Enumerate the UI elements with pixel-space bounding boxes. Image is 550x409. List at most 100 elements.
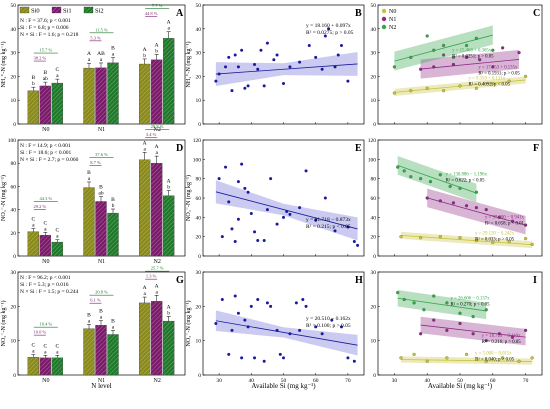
bar (39, 234, 51, 257)
data-point (442, 43, 446, 48)
data-point (399, 235, 403, 239)
y-tick-label: 20 (11, 74, 17, 80)
pct-label: 5.3 % (90, 35, 101, 40)
data-point (230, 89, 234, 93)
y-axis-label: NH₄⁺-N (mg kg⁻¹) (185, 42, 192, 88)
stats-text: N : F = 96.2; p < 0.001 (20, 275, 71, 281)
data-point (523, 223, 528, 227)
data-point (517, 359, 521, 363)
data-point (233, 240, 237, 243)
stats-text: Si : F = 6.8; p = 0.006 (20, 25, 69, 31)
data-point (314, 325, 318, 329)
sig-letter: A (167, 20, 171, 26)
regression-equation: y = 20.510 − 0.162x (306, 316, 351, 322)
legend-label: Si1 (63, 8, 72, 15)
data-point (484, 339, 488, 343)
sig-letter: a (56, 73, 59, 79)
panel-letter: A (176, 8, 184, 19)
pct-label: 10.4 % (39, 322, 52, 327)
data-point (346, 356, 350, 360)
data-point (262, 239, 266, 243)
regression-r2: R² = 0.0251; p > 0.05 (452, 53, 494, 59)
legend-label: Si2 (95, 8, 104, 15)
data-point (256, 67, 260, 71)
x-category-label: N1 (98, 259, 105, 265)
bar (139, 63, 151, 125)
sig-letter: B (31, 75, 35, 81)
regression-r2: R² = 0.622; p < 0.05 (446, 178, 486, 184)
y-tick-label: 0 (13, 122, 16, 128)
sig-letter: C (43, 220, 47, 226)
y-tick-label: 0 (373, 254, 376, 260)
y-tick-label: 30 (196, 51, 202, 57)
sig-letter: C (55, 67, 59, 73)
regression-equation: y = 91.718 − 0.873x (306, 217, 351, 223)
data-point (240, 356, 244, 360)
data-point (451, 55, 456, 59)
y-tick-label: 0 (373, 122, 376, 128)
sig-letter: A (143, 47, 147, 53)
x-category-label: N0 (42, 127, 49, 133)
x-axis-label: N level (91, 382, 111, 390)
data-point (507, 79, 511, 83)
data-point (474, 206, 478, 210)
data-point (282, 82, 285, 86)
sig-letter: A (167, 304, 171, 310)
pct-label: 7.7 % (152, 3, 163, 8)
pct-label: 44.3 % (39, 196, 52, 201)
panel-letter: F (533, 143, 539, 154)
x-category-label: N0 (42, 259, 49, 265)
data-point (256, 239, 260, 243)
bar-legend: Si0 Si1 Si2 (19, 6, 104, 15)
bar (95, 201, 107, 257)
sig-letter: a (155, 150, 158, 156)
sig-letter: a (32, 223, 35, 229)
data-point (412, 352, 416, 356)
data-point (214, 322, 218, 325)
sig-letter: b (32, 81, 35, 87)
data-point (510, 219, 515, 223)
y-tick-label: 40 (11, 27, 17, 33)
data-point (409, 55, 413, 59)
data-point (217, 72, 221, 76)
data-point (262, 359, 266, 363)
data-point (282, 215, 285, 219)
data-point (233, 294, 237, 298)
sig-letter: a (100, 315, 103, 321)
sig-letter: a (155, 289, 158, 295)
sig-letter: B (43, 70, 47, 76)
data-point (253, 356, 257, 360)
regression-r2: R² = 0.4092; p < 0.05 (469, 82, 511, 88)
data-point (352, 359, 356, 363)
data-point (285, 210, 289, 214)
x-tick-label: 70 (345, 378, 351, 384)
stats-text: N × Si : F = 1.6; p = 0.218 (20, 32, 79, 38)
sig-letter: a (143, 146, 146, 152)
y-tick-label: 10 (371, 98, 377, 104)
panel-E: E 0 20 40 60 80 100 120 NO₃⁻-N (mg kg⁻¹) y = 91.7… (185, 138, 365, 260)
data-point (510, 335, 515, 339)
sig-letter: A (87, 51, 91, 57)
y-tick-label: 10 (11, 339, 17, 345)
sig-letter: ab (98, 191, 103, 197)
data-point (425, 34, 429, 38)
data-point (399, 356, 403, 360)
data-point (474, 190, 478, 194)
data-point (298, 60, 302, 64)
data-point (327, 27, 331, 31)
bar (83, 67, 95, 125)
sig-letter: C (55, 343, 59, 349)
sig-letter: a (88, 57, 91, 63)
legend-swatch (51, 6, 62, 14)
data-point (392, 65, 396, 69)
regression-equation: y = 130.886 − 1.196x (446, 173, 488, 178)
data-point (425, 86, 429, 90)
bar (163, 195, 175, 257)
bar (95, 325, 107, 376)
regression-line (420, 324, 526, 338)
data-point (419, 67, 423, 71)
pct-label: 44.8 % (145, 11, 158, 16)
bar (151, 163, 163, 257)
